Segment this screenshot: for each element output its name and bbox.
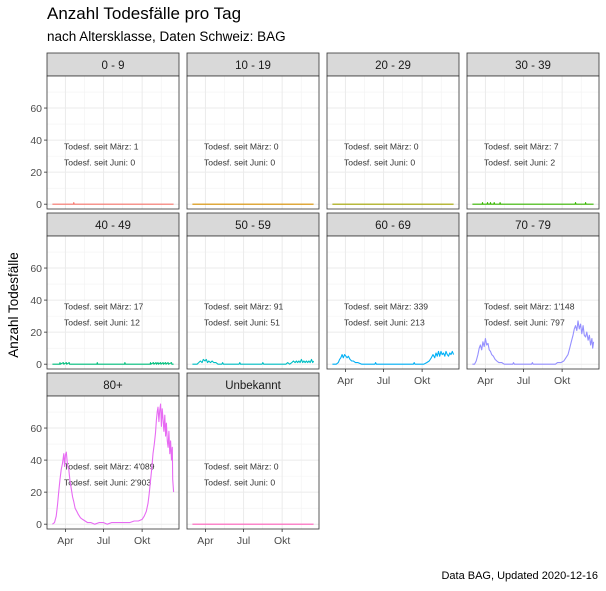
annotation-since-march: Todesf. seit März: 0 xyxy=(204,462,279,472)
facet-panel: 30 - 39 Todesf. seit März: 7 Todesf. seit … xyxy=(466,52,600,210)
chart-subtitle: nach Altersklasse, Daten Schweiz: BAG xyxy=(47,29,286,44)
x-tick-label: Okt xyxy=(554,375,570,387)
annotation-since-march: Todesf. seit März: 91 xyxy=(204,302,284,312)
annotation-since-march: Todesf. seit März: 4'089 xyxy=(64,462,155,472)
annotation-since-june: Todesf. seit Juni: 12 xyxy=(64,318,140,328)
series-line xyxy=(52,202,174,205)
facet-strip-label: 20 - 29 xyxy=(375,60,411,72)
panel-background xyxy=(187,236,319,369)
annotation-since-june: Todesf. seit Juni: 0 xyxy=(204,158,275,168)
series-line xyxy=(472,320,595,365)
annotation-since-june: Todesf. seit Juni: 2 xyxy=(484,158,555,168)
x-tick-label: Apr xyxy=(477,375,494,387)
annotation-since-june: Todesf. seit Juni: 0 xyxy=(64,158,135,168)
annotation-since-june: Todesf. seit Juni: 0 xyxy=(344,158,415,168)
annotation-since-march: Todesf. seit März: 0 xyxy=(344,142,419,152)
x-tick-label: Apr xyxy=(337,375,354,387)
panel-background xyxy=(187,76,319,209)
y-tick-label: 40 xyxy=(30,455,42,467)
annotation-since-june: Todesf. seit Juni: 51 xyxy=(204,318,280,328)
panel-border xyxy=(46,395,180,530)
series-line xyxy=(52,403,175,525)
chart-title: Anzahl Todesfälle pro Tag xyxy=(47,4,242,23)
panel-border xyxy=(186,75,320,210)
panel-border xyxy=(46,235,180,370)
panel-background xyxy=(327,76,459,209)
facet-panel: 20 - 29 Todesf. seit März: 0 Todesf. seit … xyxy=(326,52,460,210)
panel-border xyxy=(186,395,320,530)
panel-border xyxy=(186,235,320,370)
x-tick-label: Apr xyxy=(57,535,74,547)
y-tick-label: 20 xyxy=(30,167,42,179)
x-tick-label: Okt xyxy=(414,375,430,387)
y-tick-label: 60 xyxy=(30,423,42,435)
panel-background xyxy=(467,76,599,209)
annotation-since-march: Todesf. seit März: 1 xyxy=(64,142,139,152)
annotation-since-june: Todesf. seit Juni: 797 xyxy=(484,318,565,328)
y-tick-label: 60 xyxy=(30,263,42,275)
y-tick-label: 20 xyxy=(30,487,42,499)
facet-strip-label: 30 - 39 xyxy=(515,60,551,72)
panel-background xyxy=(187,396,319,529)
facet-panel: 50 - 59 Todesf. seit März: 91 Todesf. seit… xyxy=(186,212,320,370)
facet-strip-label: 80+ xyxy=(103,380,123,392)
y-tick-label: 0 xyxy=(36,199,42,211)
facet-panel: Unbekannt Todesf. seit März: 0 Todesf. sei… xyxy=(186,372,320,547)
facet-strip-label: Unbekannt xyxy=(225,380,281,392)
facet-panel: 10 - 19 Todesf. seit März: 0 Todesf. seit … xyxy=(186,52,320,210)
x-tick-label: Apr xyxy=(197,535,214,547)
y-tick-label: 40 xyxy=(30,295,42,307)
facet-strip-label: 10 - 19 xyxy=(235,60,271,72)
series-line xyxy=(472,202,594,205)
series-line xyxy=(52,362,174,365)
panel-border xyxy=(466,235,600,370)
annotation-since-march: Todesf. seit März: 7 xyxy=(484,142,559,152)
panel-background xyxy=(47,76,179,209)
facet-panel: 60 - 69 Todesf. seit März: 339 Todesf. sei… xyxy=(326,212,460,387)
series-line xyxy=(332,350,455,365)
panel-border xyxy=(326,235,460,370)
x-tick-label: Jul xyxy=(97,535,110,547)
annotation-since-march: Todesf. seit März: 1'148 xyxy=(484,302,575,312)
caption: Data BAG, Updated 2020-12-16 xyxy=(441,570,598,582)
panel-background xyxy=(47,236,179,369)
y-tick-label: 20 xyxy=(30,327,42,339)
annotation-since-march: Todesf. seit März: 17 xyxy=(64,302,144,312)
facet-strip-label: 60 - 69 xyxy=(375,220,411,232)
annotation-since-march: Todesf. seit März: 339 xyxy=(344,302,428,312)
y-tick-label: 40 xyxy=(30,135,42,147)
facet-strip-label: 40 - 49 xyxy=(95,220,131,232)
panel-border xyxy=(46,75,180,210)
y-tick-label: 60 xyxy=(30,103,42,115)
series-line xyxy=(192,358,315,365)
x-tick-label: Jul xyxy=(237,535,250,547)
panel-background xyxy=(327,236,459,369)
x-tick-label: Jul xyxy=(517,375,530,387)
facet-panel: 0 - 9 Todesf. seit März: 1 Todesf. seit Ju… xyxy=(30,52,180,211)
x-tick-label: Jul xyxy=(377,375,390,387)
panel-border xyxy=(326,75,460,210)
panel-border xyxy=(466,75,600,210)
facet-panel: 40 - 49 Todesf. seit März: 17 Todesf. seit… xyxy=(30,212,180,371)
y-tick-label: 0 xyxy=(36,519,42,531)
annotation-since-june: Todesf. seit Juni: 213 xyxy=(344,318,425,328)
annotation-since-june: Todesf. seit Juni: 2'903 xyxy=(64,478,151,488)
y-axis-label: Anzahl Todesfälle xyxy=(6,252,21,358)
facet-strip-label: 50 - 59 xyxy=(235,220,271,232)
facet-panel: 70 - 79 Todesf. seit März: 1'148 Todesf. s… xyxy=(466,212,600,387)
annotation-since-june: Todesf. seit Juni: 0 xyxy=(204,478,275,488)
annotation-since-march: Todesf. seit März: 0 xyxy=(204,142,279,152)
x-tick-label: Okt xyxy=(134,535,150,547)
facet-panel: 80+ Todesf. seit März: 4'089 Todesf. seit … xyxy=(30,372,180,547)
x-tick-label: Okt xyxy=(274,535,290,547)
facet-strip-label: 0 - 9 xyxy=(101,60,124,72)
y-tick-label: 0 xyxy=(36,359,42,371)
facet-strip-label: 70 - 79 xyxy=(515,220,551,232)
